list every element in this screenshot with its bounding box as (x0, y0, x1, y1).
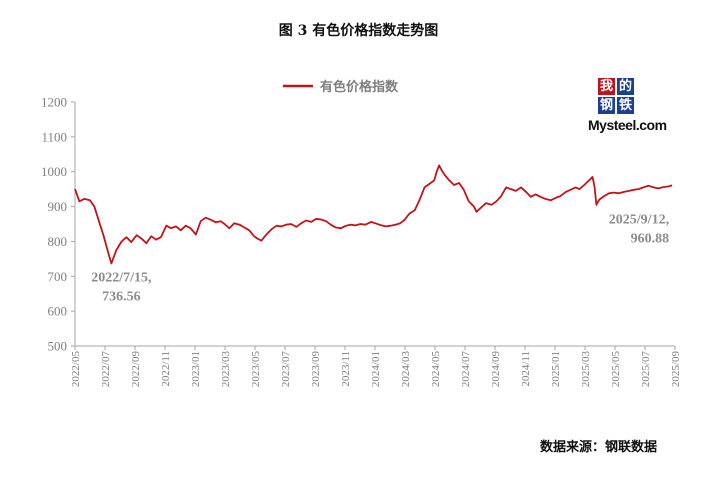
chart-annotations: 2022/7/15, 736.56 2025/9/12, 960.88 (91, 212, 669, 304)
y-tick-label: 1100 (41, 129, 67, 144)
x-tick-label: 2024/11 (520, 351, 532, 387)
x-tick-label: 2024/05 (430, 351, 442, 388)
x-tick-label: 2024/01 (370, 351, 382, 387)
x-tick-label: 2024/07 (460, 351, 472, 388)
x-tick-label: 2023/11 (340, 351, 352, 387)
y-tick-labels: 500 600 700 800 900 1000 1100 1200 (41, 95, 67, 354)
legend-label: 有色价格指数 (320, 79, 399, 95)
x-tick-label: 2023/07 (280, 351, 292, 388)
y-tick-label: 500 (48, 339, 68, 354)
series-line (74, 164, 673, 265)
x-tick-label: 2024/09 (490, 351, 502, 388)
x-tick-label: 2022/05 (70, 351, 82, 388)
figure-title: 图 3 有色价格指数走势图 (278, 23, 439, 39)
x-tick-label: 2024/03 (400, 351, 412, 388)
y-tick-label: 1000 (41, 164, 67, 179)
annotation-min-date: 2022/7/15, (91, 271, 151, 286)
y-tick-label: 1200 (41, 95, 67, 110)
x-tick-label: 2025/03 (580, 351, 592, 388)
data-source: 数据来源：钢联数据 (539, 440, 657, 455)
mysteel-logo: 我 的 钢 铁 Mysteel.com (588, 76, 678, 138)
y-tick-label: 700 (48, 269, 68, 284)
annotation-last-value: 960.88 (631, 231, 670, 246)
y-tick-label: 600 (48, 304, 68, 319)
x-tick-label: 2023/03 (220, 351, 232, 388)
x-tick-label: 2023/09 (310, 351, 322, 388)
x-tick-label: 2025/01 (550, 351, 562, 387)
x-tick-label: 2022/09 (130, 351, 142, 388)
logo-char-3: 钢 (598, 97, 615, 114)
logo-char-2: 的 (617, 78, 634, 95)
x-tick-label: 2025/05 (610, 351, 622, 388)
x-tick-label: 2022/11 (160, 351, 172, 387)
x-tick-labels: 2022/05 2022/07 2022/09 2022/11 2023/01 2023/… (70, 351, 682, 388)
x-tick-label: 2025/07 (640, 351, 652, 388)
x-tick-label: 2023/01 (190, 351, 202, 387)
y-tick-label: 900 (48, 199, 68, 214)
logo-wordmark: Mysteel.com (588, 117, 667, 133)
x-tick-label: 2023/05 (250, 351, 262, 388)
logo-char-4: 铁 (617, 97, 634, 114)
annotation-min-value: 736.56 (102, 290, 141, 305)
x-tick-label: 2025/09 (670, 351, 682, 388)
x-tick-label: 2022/07 (100, 351, 112, 388)
annotation-last-date: 2025/9/12, (609, 212, 669, 227)
chart-axes (71, 101, 676, 350)
y-tick-label: 800 (48, 234, 68, 249)
chart-legend: 有色价格指数 (283, 79, 399, 95)
logo-char-1: 我 (598, 78, 615, 95)
